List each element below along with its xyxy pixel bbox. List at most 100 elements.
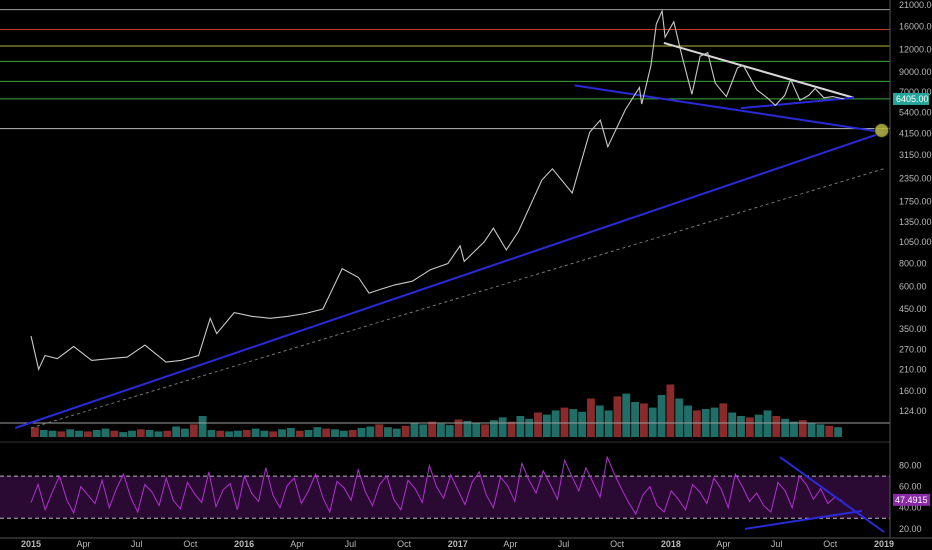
volume-bar bbox=[525, 418, 534, 437]
volume-bar bbox=[128, 430, 136, 437]
time-tick-label: Oct bbox=[397, 539, 412, 549]
volume-bar bbox=[207, 430, 216, 437]
volume-bar bbox=[613, 396, 622, 437]
time-tick-label: Jul bbox=[131, 539, 143, 549]
volume-bar bbox=[542, 414, 551, 437]
time-tick-label: Oct bbox=[183, 539, 198, 549]
volume-bar bbox=[648, 407, 657, 437]
time-tick-label: Jul bbox=[345, 539, 357, 549]
volume-bar bbox=[587, 398, 595, 437]
volume-bar bbox=[375, 424, 384, 437]
price-tick-label: 1050.00 bbox=[899, 237, 932, 247]
volume-bar bbox=[92, 430, 101, 437]
rsi-line bbox=[30, 455, 843, 516]
volume-bar bbox=[463, 420, 472, 437]
time-tick-label: Apr bbox=[503, 539, 517, 549]
rsi-trendline bbox=[779, 456, 885, 533]
volume-bar bbox=[419, 424, 428, 437]
rsi-tick-label: 20.00 bbox=[899, 524, 922, 534]
volume-bar bbox=[304, 430, 313, 437]
volume-bar bbox=[534, 412, 542, 437]
time-tick-label: Apr bbox=[290, 539, 304, 549]
volume-bar bbox=[322, 428, 331, 437]
volume-bar bbox=[684, 405, 692, 437]
volume-bar bbox=[692, 410, 701, 437]
volume-bar bbox=[622, 393, 631, 437]
price-tick-label: 160.00 bbox=[899, 386, 927, 396]
rsi-tick-label: 80.00 bbox=[899, 461, 922, 471]
time-tick-label: Oct bbox=[823, 539, 838, 549]
time-axis[interactable]: 2015 Apr Jul Oct 2016 Apr Jul Oct 2017 Apr Jul Oct 2… bbox=[0, 537, 932, 549]
volume-bar bbox=[189, 424, 198, 437]
volume-bar bbox=[348, 430, 357, 437]
trendline bbox=[663, 41, 854, 99]
volume-bar bbox=[560, 407, 569, 437]
trendlines[interactable] bbox=[14, 41, 885, 429]
price-axis[interactable]: 21000.00 16000.00 12000.00 9000.00 7000.00 54… bbox=[889, 0, 932, 442]
volume-bar bbox=[269, 431, 278, 437]
volume-bar bbox=[666, 384, 675, 437]
rsi-band bbox=[0, 476, 890, 519]
time-tick-label: Jul bbox=[771, 539, 783, 549]
volume-bar bbox=[772, 416, 781, 437]
time-tick-label: 2017 bbox=[448, 539, 468, 549]
highlight-marker[interactable] bbox=[874, 122, 890, 138]
horizontal-levels[interactable] bbox=[0, 9, 890, 130]
rsi-trendline bbox=[744, 509, 863, 530]
volume-bars bbox=[0, 384, 890, 437]
volume-bar bbox=[754, 414, 763, 437]
time-tick-label: Jul bbox=[558, 539, 570, 549]
price-tick-label: 3150.00 bbox=[899, 150, 932, 160]
volume-bar bbox=[763, 410, 772, 437]
volume-bar bbox=[172, 426, 181, 437]
volume-bar bbox=[401, 425, 410, 437]
time-tick-label: Apr bbox=[77, 539, 91, 549]
current-price-label: 6405.00 bbox=[896, 94, 929, 104]
price-tick-label: 12000.00 bbox=[899, 44, 932, 54]
volume-bar bbox=[507, 421, 516, 437]
rsi-axis[interactable]: 80.00 60.00 40.00 20.00 47.4915 bbox=[889, 442, 930, 538]
time-tick-label: 2019 bbox=[874, 539, 894, 549]
volume-bar bbox=[719, 403, 728, 437]
volume-bar bbox=[498, 417, 507, 437]
volume-bar bbox=[595, 405, 604, 437]
volume-bar bbox=[728, 412, 737, 437]
trendline bbox=[14, 131, 884, 429]
volume-bar bbox=[807, 423, 816, 437]
price-tick-label: 2350.00 bbox=[899, 173, 932, 183]
rsi-value-label: 47.4915 bbox=[895, 495, 928, 505]
volume-bar bbox=[339, 430, 348, 437]
volume-bar bbox=[392, 428, 401, 437]
price-tick-label: 600.00 bbox=[899, 281, 927, 291]
volume-bar bbox=[472, 423, 481, 437]
price-tick-label: 9000.00 bbox=[899, 67, 932, 77]
price-tick-label: 4150.00 bbox=[899, 128, 932, 138]
price-tick-label: 7000.00 bbox=[899, 87, 932, 97]
volume-bar bbox=[790, 421, 798, 437]
volume-bar bbox=[675, 398, 684, 437]
time-tick-label: 2016 bbox=[234, 539, 254, 549]
volume-bar bbox=[145, 430, 154, 437]
volume-bar bbox=[181, 428, 189, 437]
volume-bar bbox=[234, 430, 242, 437]
time-tick-label: 2018 bbox=[661, 539, 681, 549]
volume-bar bbox=[251, 428, 260, 437]
volume-bar bbox=[242, 430, 251, 437]
volume-bar bbox=[437, 423, 445, 437]
volume-bar bbox=[119, 432, 128, 437]
volume-bar bbox=[604, 410, 613, 437]
volume-bar bbox=[657, 395, 666, 437]
volume-bar bbox=[489, 420, 498, 437]
price-tick-label: 270.00 bbox=[899, 344, 927, 354]
time-tick-label: Oct bbox=[610, 539, 625, 549]
volume-bar bbox=[83, 431, 92, 437]
volume-bar bbox=[66, 429, 75, 437]
volume-bar bbox=[75, 430, 83, 437]
price-tick-label: 210.00 bbox=[899, 364, 927, 374]
volume-bar bbox=[357, 427, 366, 437]
time-tick-label: 2015 bbox=[21, 539, 41, 549]
volume-bar bbox=[163, 430, 172, 437]
volume-bar bbox=[798, 420, 807, 437]
volume-bar bbox=[101, 428, 110, 437]
